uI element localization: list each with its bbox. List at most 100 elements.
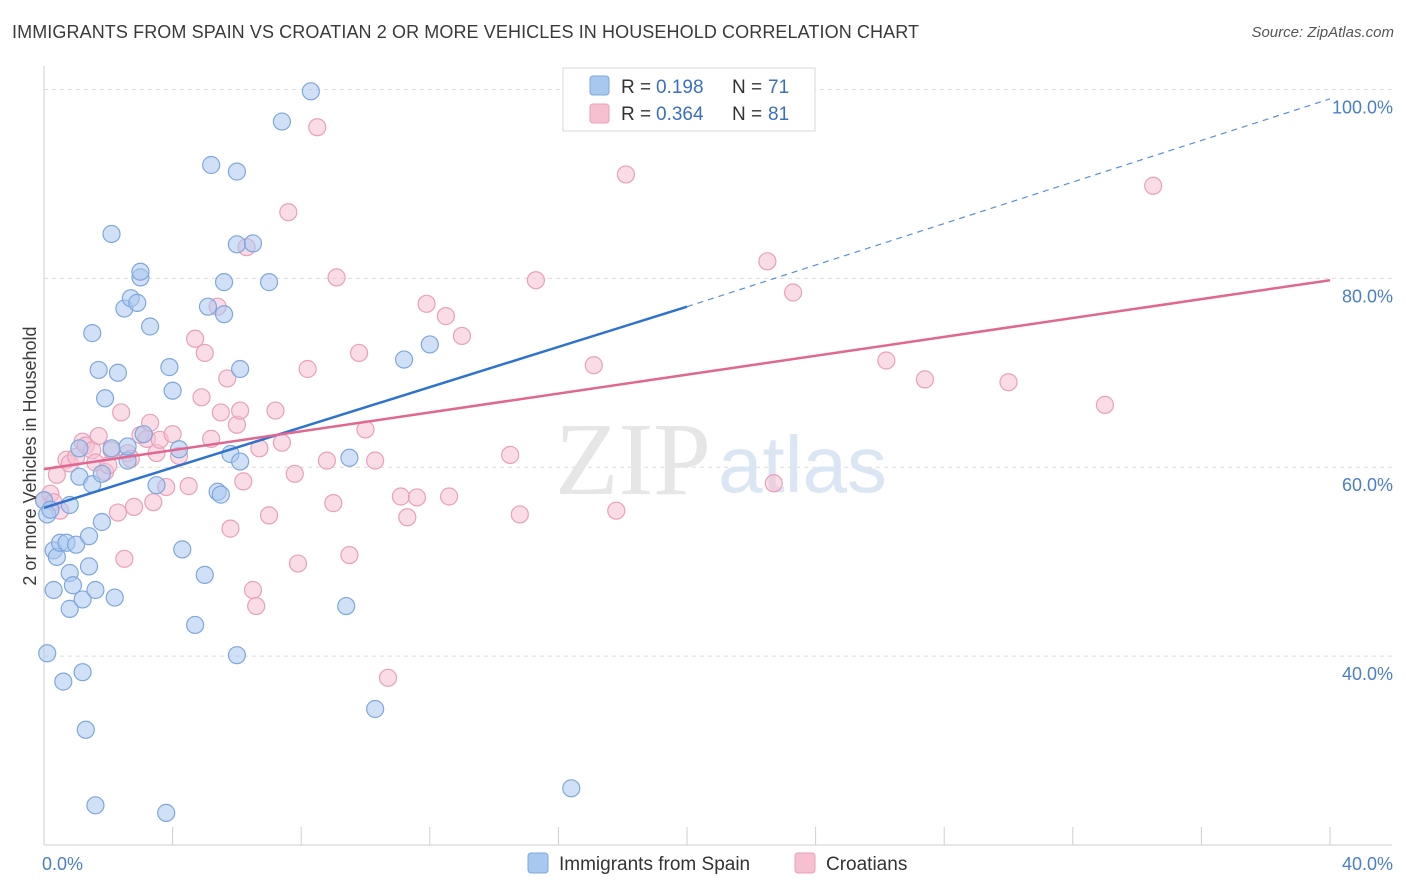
croatians-point-81 xyxy=(999,373,1018,392)
spain-point-61 xyxy=(231,359,250,379)
spain-point-20 xyxy=(79,527,99,546)
spain-point-71 xyxy=(420,335,439,354)
y-tick-label-1: 60.0% xyxy=(1342,475,1393,495)
spain-point-44 xyxy=(147,476,166,495)
spain-point-69 xyxy=(366,699,385,719)
croatians-point-73 xyxy=(584,356,603,375)
x-tick-labels: 0.0% 40.0% xyxy=(42,854,1393,874)
spain-point-73 xyxy=(272,112,292,131)
croatians-point-69 xyxy=(452,326,472,346)
y-axis-label: 2 or more Vehicles in Household xyxy=(20,326,40,585)
series-legend: Immigrants from Spain Croatians xyxy=(527,852,907,875)
bottom-legend-spain: Immigrants from Spain xyxy=(559,854,750,875)
spain-point-59 xyxy=(227,162,246,181)
croatians-point-54 xyxy=(308,118,327,137)
spain-point-51 xyxy=(195,565,214,584)
spain-point-41 xyxy=(131,262,150,281)
spain-point-49 xyxy=(173,540,192,559)
croatians-point-18 xyxy=(115,549,134,568)
spain-point-26 xyxy=(89,360,108,380)
spain-point-31 xyxy=(102,439,121,458)
y-tick-label-2: 80.0% xyxy=(1342,286,1393,306)
watermark-zip: ZIP xyxy=(555,402,711,517)
spain-point-32 xyxy=(102,224,121,244)
legend-swatch-croatians xyxy=(589,103,610,124)
croatians-point-53 xyxy=(298,359,317,379)
spain-point-18 xyxy=(73,663,92,682)
croatians-point-39 xyxy=(221,519,240,538)
legend-r-label-spain: R = xyxy=(621,77,651,98)
croatians-point-42 xyxy=(234,472,253,491)
spain-point-72 xyxy=(562,779,581,798)
spain-point-66 xyxy=(301,82,320,101)
spain-point-53 xyxy=(202,155,221,175)
spain-point-21 xyxy=(79,557,99,576)
spain-point-64 xyxy=(243,234,263,253)
croatians-point-82 xyxy=(1095,395,1115,414)
spain-point-17 xyxy=(73,590,92,609)
spain-point-60 xyxy=(231,452,250,471)
legend-n-value-croatians: 81 xyxy=(768,104,789,125)
spain-point-33 xyxy=(105,588,124,607)
bottom-swatch-croatians xyxy=(794,852,816,874)
croatians-point-37 xyxy=(211,403,230,422)
croatians-point-44 xyxy=(243,580,263,600)
croatians-point-63 xyxy=(391,487,410,506)
croatians-point-72 xyxy=(526,271,545,290)
spain-point-34 xyxy=(108,363,128,382)
spain-point-13 xyxy=(63,576,83,595)
y-tick-label-3: 100.0% xyxy=(1332,97,1393,117)
croatians-point-57 xyxy=(327,268,346,287)
x-tick-label-1: 40.0% xyxy=(1342,854,1393,874)
spain-point-39 xyxy=(128,293,147,312)
croatians-point-32 xyxy=(186,329,205,348)
legend-n-label-croatians: N = xyxy=(732,104,762,125)
spain-point-27 xyxy=(92,464,111,483)
source-credit: Source: ZipAtlas.com xyxy=(1251,24,1394,41)
spain-point-55 xyxy=(211,485,230,504)
legend-r-value-croatians: 0.364 xyxy=(656,104,704,125)
spain-point-70 xyxy=(394,350,414,369)
croatians-point-25 xyxy=(144,493,163,512)
croatians-point-49 xyxy=(272,433,292,452)
x-tick-label-0: 0.0% xyxy=(42,854,83,874)
croatians-point-67 xyxy=(436,307,455,326)
spain-point-28 xyxy=(92,512,111,532)
spain-point-62 xyxy=(227,646,246,665)
spain-point-14 xyxy=(67,535,86,554)
croatians-point-58 xyxy=(340,545,359,565)
spain-point-43 xyxy=(140,317,160,336)
croatians-point-80 xyxy=(915,370,935,389)
spain-point-45 xyxy=(157,803,176,822)
spain-trend-line xyxy=(43,305,688,510)
axes xyxy=(43,66,1392,846)
spain-point-56 xyxy=(214,273,234,292)
croatians-point-21 xyxy=(124,497,144,516)
spain-point-50 xyxy=(186,615,205,635)
legend-r-value-spain: 0.198 xyxy=(656,77,704,98)
bottom-legend-croatians: Croatians xyxy=(826,854,907,875)
spain-point-65 xyxy=(259,273,279,292)
stats-legend: R = 0.198 N = 71 R = 0.364 N = 81 xyxy=(562,67,816,132)
spain-trend-extension xyxy=(686,98,1331,308)
croatians-point-52 xyxy=(288,554,308,573)
spain-point-29 xyxy=(95,389,115,408)
spain-point-42 xyxy=(134,425,153,444)
croatians-point-12 xyxy=(89,426,108,446)
croatians-point-45 xyxy=(247,596,266,616)
croatians-point-68 xyxy=(439,487,459,506)
croatians-point-48 xyxy=(266,401,285,420)
legend-n-value-spain: 71 xyxy=(768,77,789,98)
croatians-point-71 xyxy=(510,505,529,524)
croatians-point-70 xyxy=(501,445,520,465)
croatians-point-50 xyxy=(279,203,298,222)
spain-points xyxy=(34,82,581,822)
croatians-point-55 xyxy=(317,451,337,470)
croatians-point-33 xyxy=(192,388,211,407)
croatians-point-76 xyxy=(758,252,777,271)
croatians-point-16 xyxy=(108,503,128,522)
legend-r-label-croatians: R = xyxy=(621,104,651,125)
croatians-point-31 xyxy=(179,477,198,496)
spain-point-15 xyxy=(70,439,89,458)
